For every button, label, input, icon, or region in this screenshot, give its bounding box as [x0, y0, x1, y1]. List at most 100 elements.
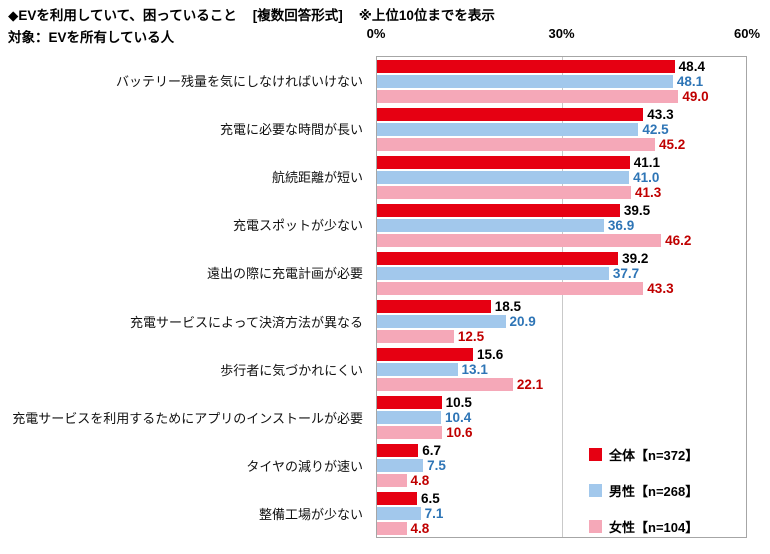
category-label: 充電スポットが少ない: [232, 218, 363, 234]
bar-row-josei: 4.8: [377, 520, 746, 536]
bar-josei: [377, 329, 454, 343]
bar-zentai: [377, 491, 417, 505]
chart-title: ◆EVを利用していて、困っていること: [8, 8, 237, 23]
bar-dansei: [377, 266, 609, 280]
x-axis-tick: 30%: [548, 26, 575, 41]
x-axis-tick: 60%: [733, 26, 761, 41]
category-label: 整備工場が少ない: [258, 507, 363, 523]
bar-dansei: [377, 170, 630, 184]
bar-dansei: [377, 314, 506, 328]
bar-group: 15.6 13.1 22.1: [377, 345, 746, 393]
bar-group: 6.5 7.1 4.8: [377, 489, 746, 537]
bar-row-dansei: 7.5: [377, 457, 746, 473]
bar-group: 39.2 37.7 43.3: [377, 249, 746, 297]
category-label: 歩行者に気づかれにくい: [220, 362, 363, 378]
chart-title-line: ◆EVを利用していて、困っていること [複数回答形式] ※上位10位までを表示: [8, 5, 495, 27]
value-label: 39.5: [623, 202, 651, 218]
category-label: 航続距離が短い: [271, 170, 363, 185]
bar-row-dansei: 37.7: [377, 265, 746, 281]
bar-row-dansei: 20.9: [377, 313, 746, 329]
bar-josei: [377, 89, 679, 103]
value-label: 36.9: [607, 217, 635, 233]
bar-row-josei: 46.2: [377, 232, 746, 248]
bar-zentai: [377, 347, 473, 361]
value-label: 46.2: [665, 232, 692, 248]
bar-row-zentai: 6.7: [377, 443, 746, 458]
bar-row-zentai: 15.6: [377, 346, 746, 362]
gridline-30pct: [561, 57, 563, 537]
value-label: 20.9: [509, 313, 536, 329]
bar-josei: [377, 281, 644, 295]
legend-label: 男性【n=268】: [609, 484, 699, 499]
value-label: 10.4: [444, 409, 472, 425]
bar-row-zentai: 10.5: [377, 394, 746, 410]
bar-group: 10.5 10.4 10.6: [377, 393, 746, 441]
category-axis: バッテリー残量を気にしなければいけない 充電に必要な時間が長い 航続距離が短い 充電ス…: [0, 56, 370, 538]
bar-josei: [377, 425, 443, 439]
bar-josei: [377, 377, 513, 391]
value-label: 41.0: [633, 169, 660, 185]
value-label: 6.5: [420, 490, 440, 506]
legend-item: 女性【n=104】: [589, 517, 698, 536]
value-label: 18.5: [494, 298, 522, 314]
legend-swatch: [589, 520, 602, 533]
bar-dansei: [377, 122, 639, 136]
bar-dansei: [377, 362, 458, 376]
bar-group: 18.5 20.9 12.5: [377, 297, 746, 345]
value-label: 49.0: [682, 88, 709, 104]
bar-dansei: [377, 410, 441, 424]
x-axis-tick: 0%: [366, 26, 386, 41]
value-label: 43.3: [647, 280, 674, 296]
bar-row-dansei: 13.1: [377, 361, 746, 377]
bar-dansei: [377, 218, 604, 232]
value-label: 41.1: [633, 154, 661, 170]
bar-josei: [377, 185, 631, 199]
legend-label: 全体【n=372】: [609, 448, 699, 463]
bar-row-zentai: 6.5: [377, 490, 746, 506]
bar-row-josei: 12.5: [377, 328, 746, 344]
legend-swatch: [589, 484, 602, 497]
legend-item: 男性【n=268】: [589, 481, 698, 500]
value-label: 4.8: [410, 520, 430, 536]
bar-row-zentai: 48.4: [377, 58, 746, 74]
bar-zentai: [377, 203, 620, 217]
bar-row-dansei: 42.5: [377, 121, 746, 137]
bar-row-josei: 10.6: [377, 424, 746, 440]
bar-row-josei: 41.3: [377, 185, 746, 200]
bar-row-dansei: 41.0: [377, 169, 746, 185]
bar-zentai: [377, 107, 644, 121]
bar-dansei: [377, 458, 424, 472]
value-label: 10.5: [445, 394, 472, 410]
bar-dansei: [377, 506, 421, 520]
legend-label: 女性【n=104】: [609, 520, 699, 535]
bar-row-dansei: 10.4: [377, 409, 746, 425]
legend-swatch: [589, 448, 602, 461]
value-label: 7.1: [424, 505, 444, 521]
chart-header: ◆EVを利用していて、困っていること [複数回答形式] ※上位10位までを表示 対象…: [8, 5, 495, 49]
bar-zentai: [377, 299, 491, 313]
value-label: 7.5: [427, 457, 446, 473]
bar-row-josei: 4.8: [377, 473, 746, 488]
category-label: 充電サービスによって決済方法が異なる: [130, 314, 363, 330]
value-label: 48.4: [678, 58, 705, 74]
bar-row-dansei: 7.1: [377, 505, 746, 521]
value-label: 13.1: [461, 361, 488, 377]
bar-row-josei: 45.2: [377, 137, 746, 152]
category-label: タイヤの減りが速い: [246, 459, 363, 475]
bar-dansei: [377, 74, 673, 88]
bar-group: 43.3 42.5 45.2: [377, 105, 746, 153]
value-label: 15.6: [476, 346, 504, 362]
bar-zentai: [377, 59, 675, 73]
bar-row-zentai: 41.1: [377, 154, 746, 170]
category-label: バッテリー残量を気にしなければいけない: [115, 73, 363, 89]
value-label: 10.6: [446, 424, 473, 440]
bar-josei: [377, 137, 655, 151]
bar-group: 6.7 7.5 4.8: [377, 441, 746, 489]
value-label: 42.5: [642, 121, 669, 137]
value-label: 37.7: [612, 265, 640, 281]
value-label: 12.5: [457, 328, 485, 344]
bar-zentai: [377, 155, 630, 169]
format-note: [複数回答形式]: [252, 8, 343, 23]
value-label: 22.1: [516, 376, 544, 392]
